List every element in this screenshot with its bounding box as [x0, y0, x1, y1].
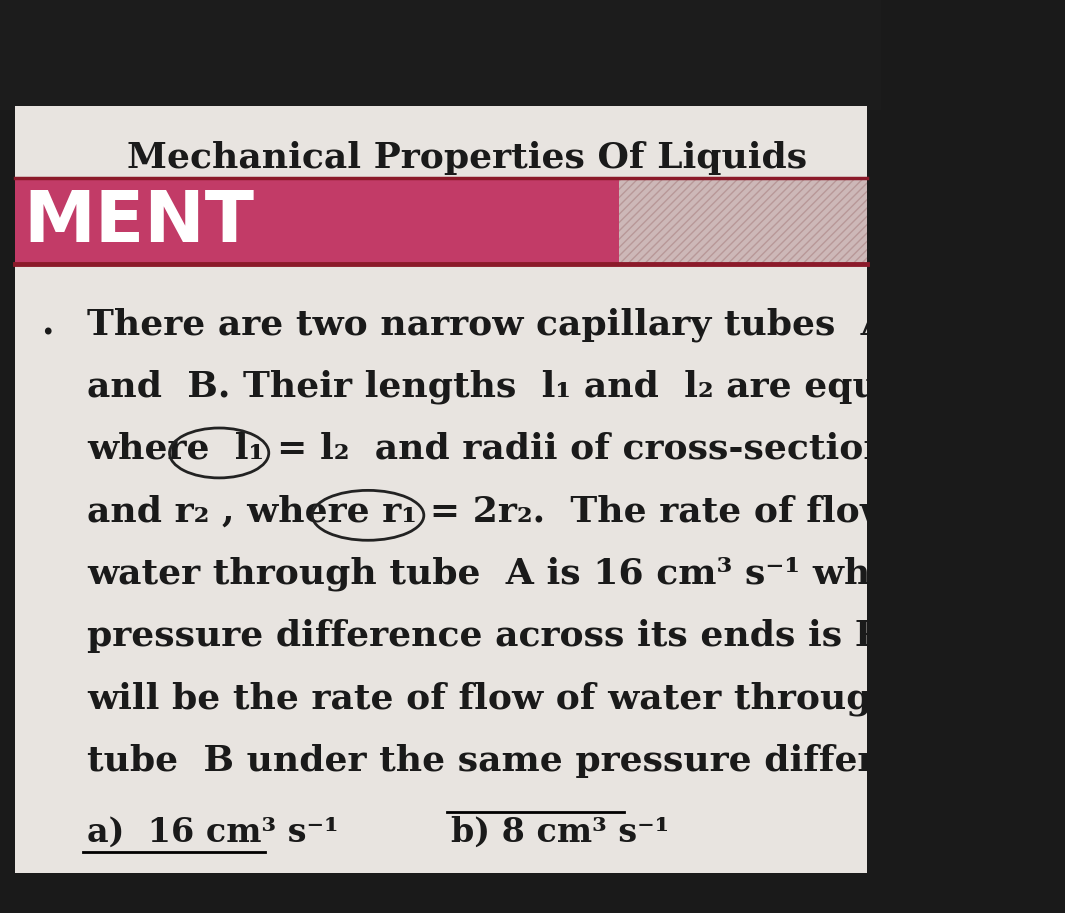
- Text: and  B. Their lengths  l₁ and  l₂ are equal: and B. Their lengths l₁ and l₂ are equal: [87, 370, 916, 404]
- Text: a)  16 cm³ s⁻¹: a) 16 cm³ s⁻¹: [87, 815, 339, 849]
- Text: Mechanical Properties Of Liquids: Mechanical Properties Of Liquids: [127, 142, 807, 175]
- Bar: [15, 106, 867, 873]
- Text: .: .: [42, 307, 54, 341]
- Text: where  l₁ = l₂  and radii of cross-section are r₁: where l₁ = l₂ and radii of cross-section…: [87, 432, 1015, 466]
- Text: MENT: MENT: [23, 188, 255, 257]
- Text: and r₂ , where r₁ = 2r₂.  The rate of flow of: and r₂ , where r₁ = 2r₂. The rate of flo…: [87, 494, 944, 529]
- Bar: [0, 0, 881, 110]
- Text: pressure difference across its ends is P. What: pressure difference across its ends is P…: [87, 619, 1007, 653]
- Text: There are two narrow capillary tubes  A: There are two narrow capillary tubes A: [87, 307, 888, 341]
- Text: tube  B under the same pressure difference?: tube B under the same pressure differenc…: [87, 744, 992, 778]
- Text: will be the rate of flow of water through: will be the rate of flow of water throug…: [87, 681, 898, 716]
- Bar: [619, 177, 867, 264]
- Text: c)  4 cm³ s⁻¹: c) 4 cm³ s⁻¹: [87, 881, 314, 913]
- Bar: [15, 177, 619, 264]
- Text: d) 1 cm³ s⁻¹: d) 1 cm³ s⁻¹: [450, 881, 669, 913]
- Text: b) 8 cm³ s⁻¹: b) 8 cm³ s⁻¹: [450, 815, 669, 849]
- Text: water through tube  A is 16 cm³ s⁻¹ when: water through tube A is 16 cm³ s⁻¹ when: [87, 557, 919, 591]
